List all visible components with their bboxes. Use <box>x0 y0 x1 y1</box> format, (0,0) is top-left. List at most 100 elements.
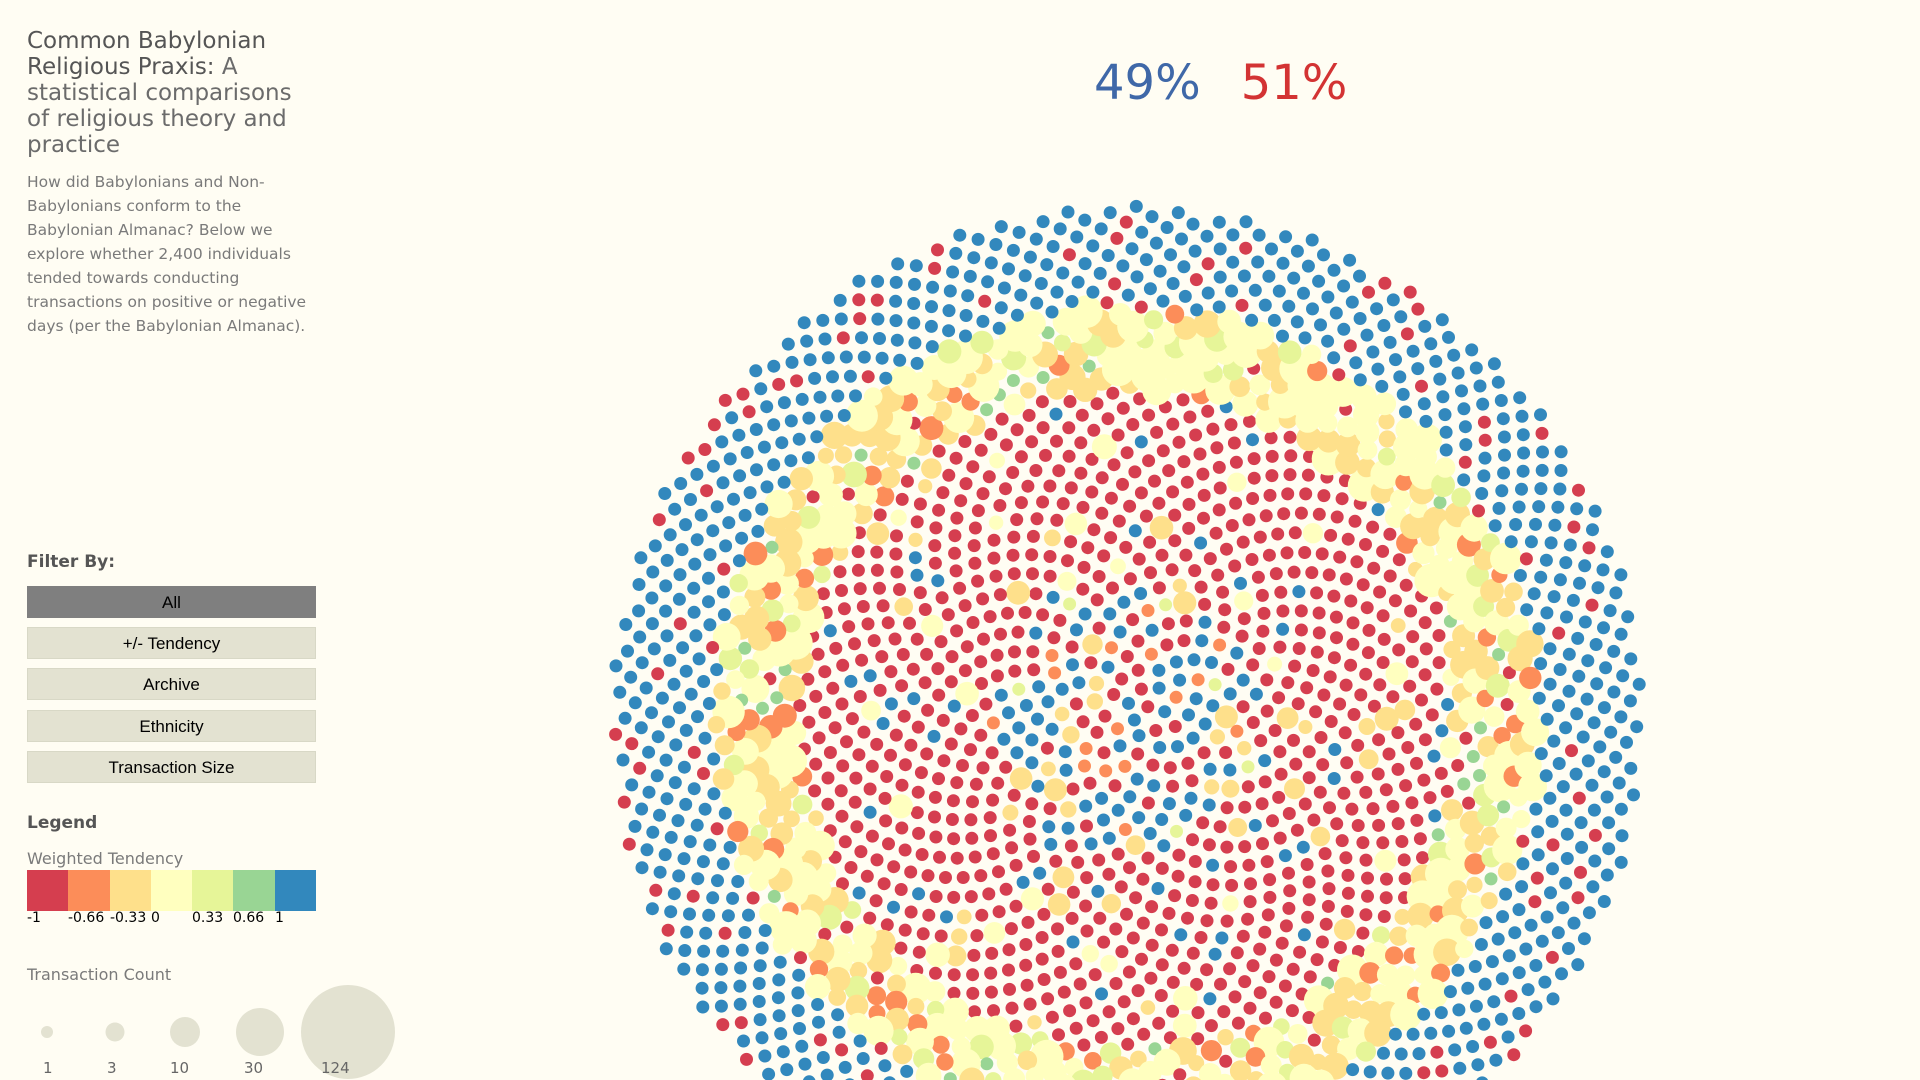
bubble[interactable] <box>1415 379 1428 393</box>
bubble[interactable] <box>1495 817 1517 839</box>
bubble[interactable] <box>1176 393 1190 407</box>
bubble[interactable] <box>1587 716 1601 730</box>
bubble[interactable] <box>1281 487 1295 501</box>
bubble[interactable] <box>1346 1063 1360 1077</box>
filter-transaction-size-button[interactable]: Transaction Size <box>27 751 316 783</box>
bubble[interactable] <box>992 321 1006 335</box>
bubble[interactable] <box>969 777 983 791</box>
bubble[interactable] <box>870 293 884 307</box>
bubble[interactable] <box>742 405 756 419</box>
bubble[interactable] <box>1181 911 1194 925</box>
bubble[interactable] <box>726 891 740 905</box>
bubble[interactable] <box>955 681 979 706</box>
bubble[interactable] <box>1260 1054 1282 1076</box>
bubble[interactable] <box>1495 484 1509 498</box>
bubble[interactable] <box>1475 656 1500 681</box>
bubble[interactable] <box>1242 858 1256 872</box>
bubble[interactable] <box>1458 455 1472 469</box>
bubble[interactable] <box>1294 623 1308 637</box>
bubble[interactable] <box>1078 257 1092 271</box>
bubble[interactable] <box>1210 441 1224 455</box>
bubble[interactable] <box>1417 978 1449 1009</box>
bubble[interactable] <box>609 727 623 741</box>
bubble[interactable] <box>1004 922 1018 936</box>
bubble[interactable] <box>1305 566 1319 580</box>
bubble[interactable] <box>1378 276 1392 290</box>
bubble[interactable] <box>992 905 1006 919</box>
bubble[interactable] <box>733 469 747 483</box>
bubble[interactable] <box>763 514 786 537</box>
bubble[interactable] <box>1203 992 1217 1006</box>
bubble[interactable] <box>1578 615 1592 629</box>
bubble[interactable] <box>1021 915 1035 929</box>
bubble[interactable] <box>1036 608 1050 622</box>
bubble[interactable] <box>1246 492 1260 505</box>
bubble[interactable] <box>1448 880 1467 900</box>
bubble[interactable] <box>1223 687 1237 701</box>
bubble[interactable] <box>1155 861 1169 875</box>
bubble[interactable] <box>616 753 630 767</box>
bubble[interactable] <box>1101 894 1122 914</box>
bubble[interactable] <box>1374 849 1397 872</box>
bubble[interactable] <box>1401 741 1415 754</box>
bubble[interactable] <box>1519 666 1542 690</box>
bubble[interactable] <box>1088 675 1105 692</box>
bubble[interactable] <box>1502 949 1516 963</box>
bubble[interactable] <box>706 641 720 654</box>
bubble[interactable] <box>1178 289 1192 303</box>
bubble[interactable] <box>1148 1042 1162 1056</box>
bubble[interactable] <box>1376 836 1390 850</box>
bubble[interactable] <box>1588 504 1602 518</box>
bubble[interactable] <box>994 301 1008 315</box>
bubble[interactable] <box>672 869 686 883</box>
bubble[interactable] <box>1130 1050 1147 1068</box>
bubble[interactable] <box>1019 938 1033 951</box>
bubble[interactable] <box>1182 521 1196 535</box>
bubble[interactable] <box>1027 1015 1042 1030</box>
bubble[interactable] <box>1134 435 1148 449</box>
bubble[interactable] <box>1081 541 1095 555</box>
bubble[interactable] <box>1137 1027 1151 1041</box>
bubble[interactable] <box>1070 1069 1097 1080</box>
bubble[interactable] <box>1298 331 1312 345</box>
bubble[interactable] <box>1461 894 1484 918</box>
bubble[interactable] <box>876 599 890 613</box>
bubble[interactable] <box>997 732 1011 746</box>
bubble[interactable] <box>1383 569 1397 583</box>
bubble[interactable] <box>1540 910 1554 924</box>
bubble[interactable] <box>673 568 687 582</box>
bubble[interactable] <box>1085 485 1099 499</box>
bubble[interactable] <box>1273 640 1287 654</box>
bubble[interactable] <box>1046 590 1060 604</box>
bubble[interactable] <box>1333 697 1347 711</box>
bubble[interactable] <box>878 791 892 805</box>
bubble[interactable] <box>1194 536 1208 550</box>
bubble[interactable] <box>989 238 1003 251</box>
bubble[interactable] <box>1133 392 1147 406</box>
bubble[interactable] <box>706 459 720 473</box>
bubble[interactable] <box>895 778 909 792</box>
bubble[interactable] <box>1471 1058 1485 1072</box>
bubble[interactable] <box>1258 925 1272 939</box>
bubble[interactable] <box>1476 1076 1489 1080</box>
bubble[interactable] <box>870 545 884 559</box>
bubble[interactable] <box>711 874 724 888</box>
bubble[interactable] <box>1076 582 1090 596</box>
bubble[interactable] <box>1485 955 1499 969</box>
bubble[interactable] <box>1560 852 1574 865</box>
bubble[interactable] <box>777 475 791 489</box>
bubble[interactable] <box>1141 604 1155 617</box>
bubble[interactable] <box>1143 282 1157 296</box>
bubble[interactable] <box>1380 872 1393 886</box>
bubble[interactable] <box>1115 945 1129 959</box>
bubble[interactable] <box>1136 916 1150 930</box>
bubble[interactable] <box>753 959 767 973</box>
bubble[interactable] <box>1241 760 1255 774</box>
bubble[interactable] <box>690 467 704 481</box>
bubble[interactable] <box>1432 629 1446 642</box>
bubble[interactable] <box>1297 286 1310 300</box>
bubble[interactable] <box>1177 260 1191 274</box>
bubble[interactable] <box>1095 506 1109 520</box>
bubble[interactable] <box>1168 534 1182 548</box>
bubble[interactable] <box>1394 310 1408 324</box>
